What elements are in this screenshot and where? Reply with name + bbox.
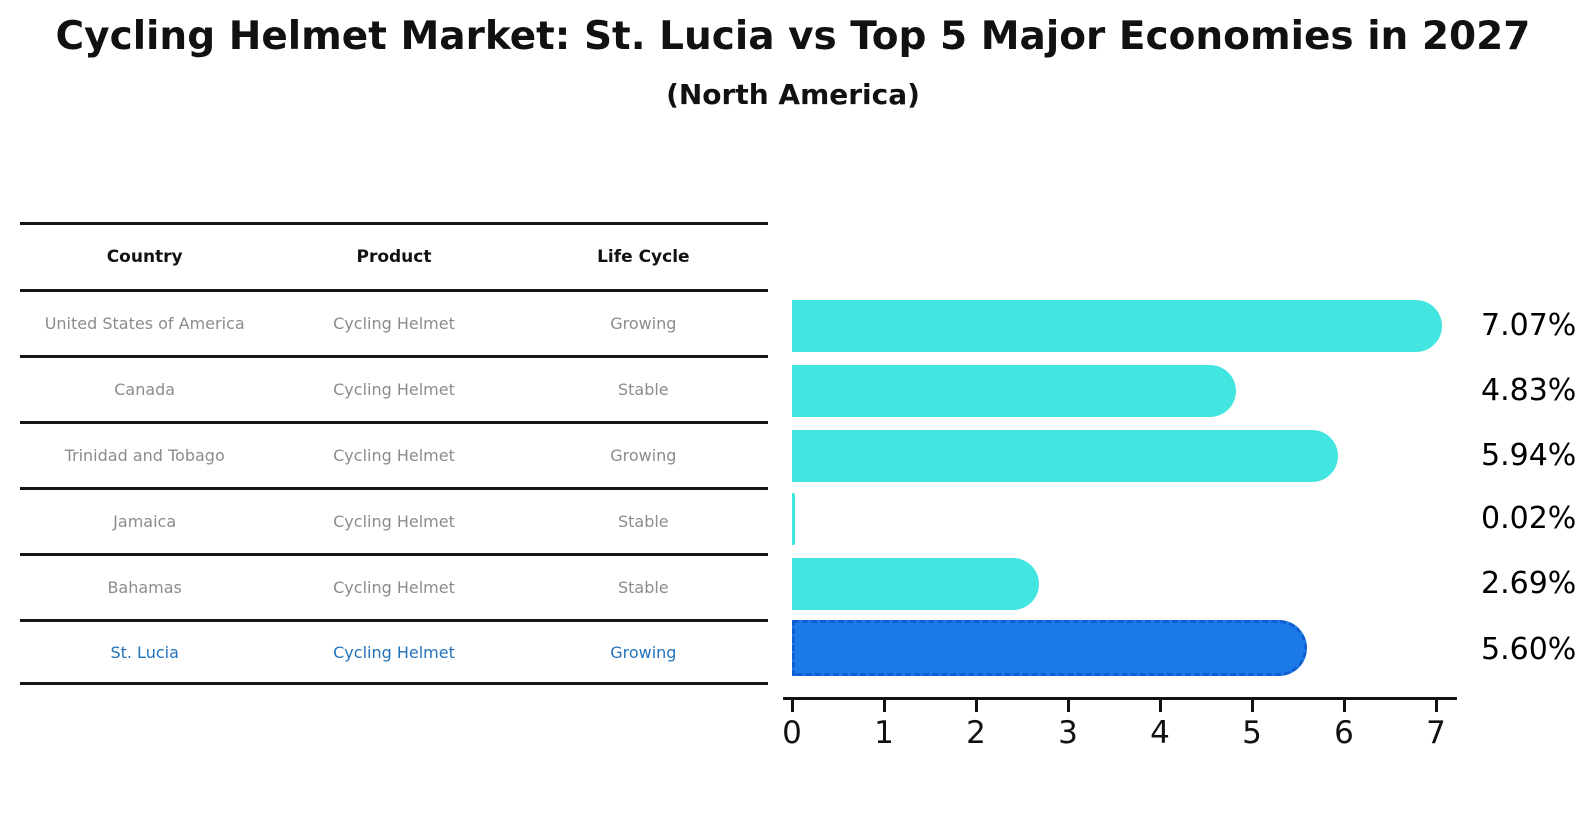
cell-country: United States of America xyxy=(44,314,245,333)
x-axis-tick xyxy=(791,699,794,712)
cell-life-cycle: Growing xyxy=(610,642,677,662)
cell-product: Cycling Helmet xyxy=(333,578,455,597)
x-axis-tick xyxy=(1343,699,1346,712)
cell-product: Cycling Helmet xyxy=(333,642,455,662)
x-axis-tick xyxy=(1435,699,1438,712)
bar-value-label: 4.83% xyxy=(1481,373,1577,408)
cell-product: Cycling Helmet xyxy=(333,512,455,531)
x-axis-tick-label: 0 xyxy=(782,715,802,751)
cell-country: Canada xyxy=(114,380,176,399)
x-axis-tick-label: 6 xyxy=(1334,715,1354,751)
x-axis-tick-label: 5 xyxy=(1242,715,1262,751)
x-axis-tick xyxy=(975,699,978,712)
x-axis-tick-label: 4 xyxy=(1150,715,1170,751)
cell-country: Trinidad and Tobago xyxy=(64,446,225,465)
bar-canada xyxy=(792,365,1237,417)
table-row: Trinidad and Tobago Cycling Helmet Growi… xyxy=(20,421,768,487)
column-header-life-cycle: Life Cycle xyxy=(597,247,690,267)
x-axis-tick-label: 2 xyxy=(966,715,986,751)
cell-life-cycle: Stable xyxy=(617,578,669,597)
cell-life-cycle: Stable xyxy=(617,512,669,531)
cell-country: Jamaica xyxy=(113,512,177,531)
column-header-product: Product xyxy=(356,247,432,267)
x-axis-tick-label: 3 xyxy=(1058,715,1078,751)
bar-trinidad-tobago xyxy=(792,430,1339,482)
bar-value-label: 0.02% xyxy=(1481,501,1577,536)
cell-life-cycle: Growing xyxy=(610,314,677,333)
table-row: Jamaica Cycling Helmet Stable xyxy=(20,487,768,553)
cell-product: Cycling Helmet xyxy=(333,314,455,333)
cell-product: Cycling Helmet xyxy=(333,446,455,465)
table-row: United States of America Cycling Helmet … xyxy=(20,289,768,355)
x-axis-tick xyxy=(1159,699,1162,712)
bar-value-label: 7.07% xyxy=(1481,308,1577,343)
x-axis-tick-label: 7 xyxy=(1426,715,1446,751)
column-header-country: Country xyxy=(106,247,183,267)
bar-st-lucia-highlight xyxy=(792,620,1308,676)
bar-chart: 7.07% 4.83% 5.94% 0.02% 2.69% 5.60% 0 1 … xyxy=(782,222,1586,802)
x-axis-line xyxy=(783,697,1457,700)
x-axis-tick-label: 1 xyxy=(874,715,894,751)
bar-bahamas xyxy=(792,558,1040,610)
x-axis-tick xyxy=(1067,699,1070,712)
bar-jamaica xyxy=(792,493,795,545)
cell-country: St. Lucia xyxy=(110,642,179,662)
bar-value-label: 5.60% xyxy=(1481,632,1577,667)
table-row: Bahamas Cycling Helmet Stable xyxy=(20,553,768,619)
table-header-row: Country Product Life Cycle xyxy=(20,222,768,289)
chart-title: Cycling Helmet Market: St. Lucia vs Top … xyxy=(55,14,1531,59)
bar-value-label: 5.94% xyxy=(1481,438,1577,473)
bar-united-states xyxy=(792,300,1443,352)
cell-country: Bahamas xyxy=(107,578,182,597)
cell-life-cycle: Growing xyxy=(610,446,677,465)
country-table: Country Product Life Cycle United States… xyxy=(20,222,768,685)
cell-life-cycle: Stable xyxy=(617,380,669,399)
chart-subtitle: (North America) xyxy=(666,78,920,111)
table-row-highlighted: St. Lucia Cycling Helmet Growing xyxy=(20,619,768,685)
x-axis-tick xyxy=(883,699,886,712)
table-row: Canada Cycling Helmet Stable xyxy=(20,355,768,421)
cell-product: Cycling Helmet xyxy=(333,380,455,399)
bar-value-label: 2.69% xyxy=(1481,566,1577,601)
x-axis-tick xyxy=(1251,699,1254,712)
